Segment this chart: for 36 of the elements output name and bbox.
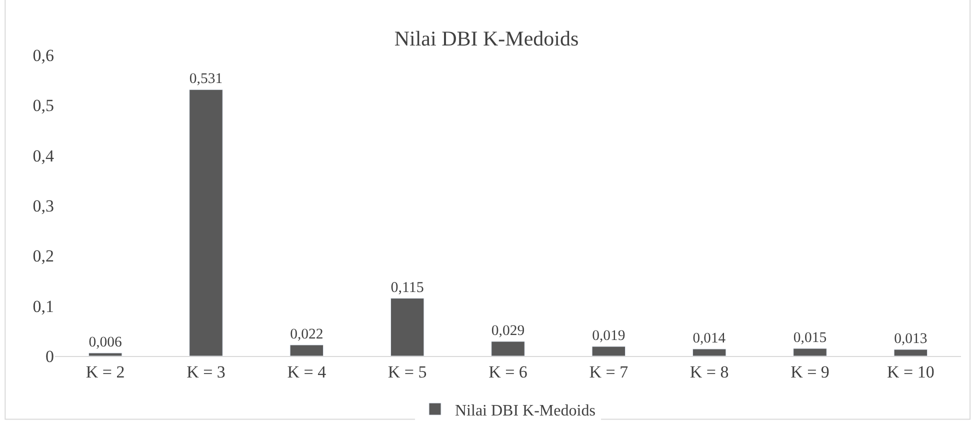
x-tick-label: K = 8 — [690, 362, 729, 382]
data-label: 0,531 — [189, 71, 223, 88]
data-label: 0,029 — [491, 322, 525, 339]
bar — [592, 346, 626, 356]
x-tick-label: K = 2 — [86, 362, 125, 382]
data-label: 0,013 — [894, 331, 928, 348]
y-tick-label: 0 — [46, 346, 54, 366]
bar — [793, 348, 827, 356]
data-label: 0,015 — [793, 330, 827, 346]
data-label: 0,014 — [692, 330, 726, 347]
bar — [189, 89, 223, 356]
y-tick-label: 0,4 — [32, 146, 54, 166]
x-tick-label: K = 6 — [488, 362, 528, 382]
y-tick-label: 0,5 — [32, 96, 54, 116]
data-label: 0,019 — [592, 328, 626, 344]
data-label: 0,115 — [390, 280, 424, 296]
bar — [894, 349, 928, 356]
bar — [390, 298, 424, 356]
x-tick-label: K = 7 — [589, 362, 629, 382]
data-label: 0,022 — [290, 326, 324, 342]
data-label: 0,006 — [88, 334, 122, 351]
chart-title: Nilai DBI K-Medoids — [394, 26, 579, 50]
bar — [692, 348, 726, 356]
bar — [290, 344, 324, 356]
y-tick-label: 0,2 — [32, 246, 54, 266]
bar — [88, 352, 122, 356]
legend-label: Nilai DBI K-Medoids — [455, 402, 596, 420]
bar — [491, 341, 525, 356]
y-tick-label: 0,1 — [32, 296, 54, 316]
y-tick-label: 0,6 — [32, 46, 54, 65]
y-tick-label: 0,3 — [32, 196, 54, 216]
x-tick-label: K = 4 — [287, 362, 327, 382]
x-tick-label: K = 3 — [186, 362, 226, 382]
x-tick-label: K = 10 — [886, 362, 934, 382]
x-tick-label: K = 9 — [790, 362, 830, 382]
x-tick-label: K = 5 — [388, 362, 427, 382]
